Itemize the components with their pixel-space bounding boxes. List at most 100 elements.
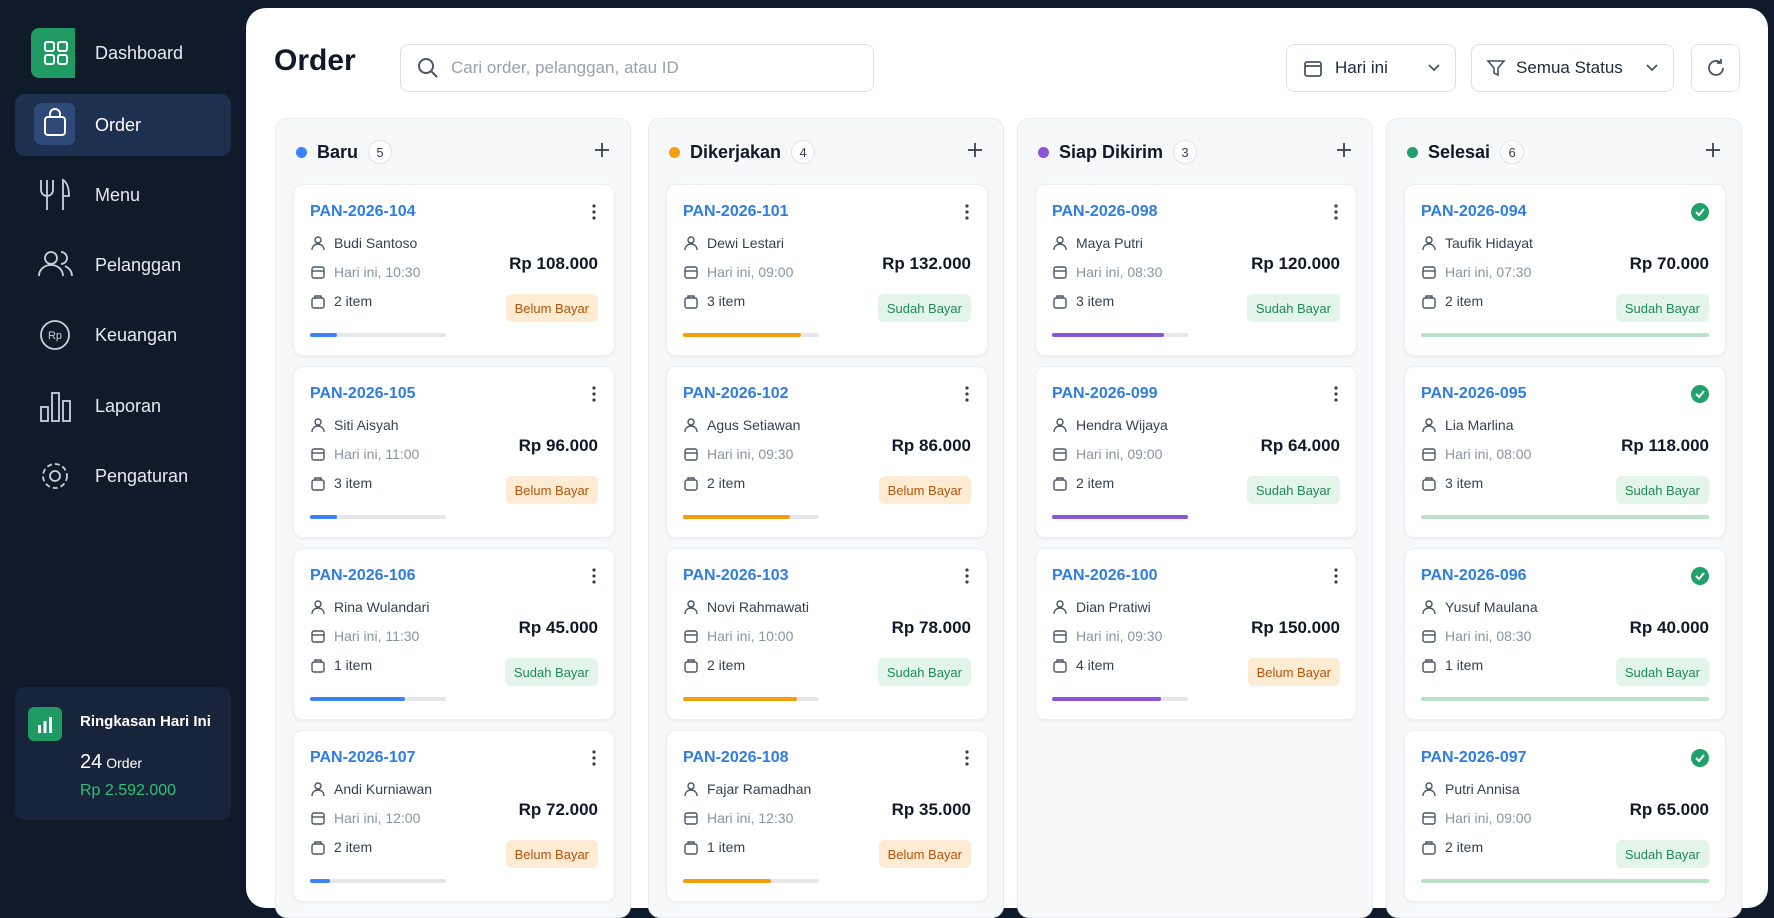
progress-bar (310, 879, 331, 883)
order-card[interactable]: PAN-2026-100 Dian Pratiwi Hari ini, 09:30 4… (1035, 548, 1357, 720)
icon (42, 463, 68, 489)
menu-item[interactable]: Order (15, 94, 231, 156)
add-button[interactable] (594, 142, 610, 163)
order-time: Hari ini, 08:30 (1421, 628, 1531, 644)
order-id: PAN-2026-100 (1052, 567, 1158, 584)
menu-item[interactable]: Menu (15, 164, 231, 226)
kebab-icon (1334, 386, 1338, 402)
order-card[interactable]: PAN-2026-098 Maya Putri Hari ini, 08:30 3 i… (1035, 184, 1357, 356)
order-card[interactable]: PAN-2026-099 Hendra Wijaya Hari ini, 09:00… (1035, 366, 1357, 538)
kebab-icon (965, 568, 969, 584)
summary-count: 24 Order (80, 751, 142, 774)
order-card[interactable]: PAN-2026-105 Siti Aisyah Hari ini, 11:00 3 … (293, 366, 615, 538)
card-menu[interactable] (963, 203, 971, 226)
order-card[interactable]: PAN-2026-103 Novi Rahmawati Hari ini, 10:0… (666, 548, 988, 720)
summary-card: Ringkasan Hari Ini 24 Order Rp 2.592.000 (15, 687, 231, 820)
order-card[interactable]: PAN-2026-096 Yusuf Maulana Hari ini, 08:30… (1404, 548, 1726, 720)
order-card[interactable]: PAN-2026-094 Taufik Hidayat Hari ini, 07:3… (1404, 184, 1726, 356)
items-icon (311, 477, 325, 491)
progress-bar (1421, 515, 1709, 519)
summary-revenue: Rp 2.592.000 (80, 782, 177, 799)
summary-title: Ringkasan Hari Ini (80, 713, 211, 730)
progress-bar (1421, 697, 1709, 701)
order-customer: Taufik Hidayat (1421, 235, 1533, 251)
progress-bar (310, 697, 406, 701)
progress-bar (683, 333, 802, 337)
plus-icon (1337, 142, 1351, 157)
order-card[interactable]: PAN-2026-108 Fajar Ramadhan Hari ini, 12:3… (666, 730, 988, 902)
card-menu[interactable] (1691, 567, 1709, 590)
order-total: Rp 70.000 (1629, 254, 1709, 273)
status-filter[interactable]: Semua Status (1471, 44, 1674, 92)
card-menu[interactable] (590, 385, 598, 408)
order-card[interactable]: PAN-2026-102 Agus Setiawan Hari ini, 09:30… (666, 366, 988, 538)
card-menu[interactable] (590, 203, 598, 226)
column-header: Dikerjakan 4 (669, 139, 983, 165)
done-icon (1691, 203, 1709, 221)
card-menu[interactable] (963, 749, 971, 772)
card-menu[interactable] (1691, 385, 1709, 408)
order-total: Rp 35.000 (891, 800, 971, 819)
order-time: Hari ini, 10:30 (310, 264, 420, 280)
card-menu[interactable] (1691, 203, 1709, 226)
order-id: PAN-2026-097 (1421, 749, 1527, 766)
progress-bar (683, 515, 791, 519)
menu-item[interactable]: Pengaturan (15, 445, 231, 507)
card-menu[interactable] (590, 567, 598, 590)
order-card[interactable]: PAN-2026-095 Lia Marlina Hari ini, 08:00 3 … (1404, 366, 1726, 538)
items-text: 2 item (1076, 475, 1115, 491)
payment-badge: Sudah Bayar (1615, 658, 1709, 686)
items-icon (684, 295, 698, 309)
time-icon (311, 266, 325, 279)
order-customer: Lia Marlina (1421, 417, 1513, 433)
kebab-icon (592, 386, 596, 402)
payment-badge: Sudah Bayar (1246, 294, 1340, 322)
refresh-button[interactable] (1691, 44, 1740, 92)
column-count: 5 (368, 140, 393, 164)
order-id: PAN-2026-098 (1052, 203, 1158, 220)
add-button[interactable] (967, 142, 983, 163)
card-menu[interactable] (1332, 567, 1340, 590)
column-count: 3 (1173, 140, 1198, 164)
card-menu[interactable] (963, 385, 971, 408)
menu-item[interactable]: Rp Keuangan (15, 304, 231, 366)
time-text: Hari ini, 08:00 (1445, 446, 1532, 462)
order-card[interactable]: PAN-2026-104 Budi Santoso Hari ini, 10:30 2… (293, 184, 615, 356)
card-menu[interactable] (963, 567, 971, 590)
card-menu[interactable] (1691, 749, 1709, 772)
order-items: 1 item (310, 657, 372, 673)
date-filter[interactable]: Hari ini (1286, 44, 1456, 92)
menu-icon (31, 170, 75, 220)
order-items: 4 item (1052, 657, 1114, 673)
status-dot (1407, 146, 1418, 158)
plus-icon (595, 142, 609, 157)
menu-item[interactable]: Pelanggan (15, 234, 231, 296)
order-id: PAN-2026-105 (310, 385, 416, 402)
order-items: 2 item (683, 475, 745, 491)
menu-item[interactable]: Dashboard (15, 22, 231, 84)
order-card[interactable]: PAN-2026-097 Putri Annisa Hari ini, 09:00 2… (1404, 730, 1726, 902)
time-icon (1053, 448, 1067, 461)
progress-bar (1052, 333, 1164, 337)
chevron (1646, 64, 1658, 72)
order-id: PAN-2026-103 (683, 567, 789, 584)
order-card[interactable]: PAN-2026-101 Dewi Lestari Hari ini, 09:00 3… (666, 184, 988, 356)
menu-item[interactable]: Laporan (15, 375, 231, 437)
order-card[interactable]: PAN-2026-106 Rina Wulandari Hari ini, 11:3… (293, 548, 615, 720)
kebab-icon (1334, 568, 1338, 584)
progress-track (1052, 515, 1188, 519)
menu-label: Dashboard (95, 42, 184, 63)
done-icon (1691, 749, 1709, 767)
add-button[interactable] (1705, 142, 1721, 163)
plus-icon (968, 142, 982, 157)
order-card[interactable]: PAN-2026-107 Andi Kurniawan Hari ini, 12:0… (293, 730, 615, 902)
add-button[interactable] (1336, 142, 1352, 163)
search-box[interactable]: Cari order, pelanggan, atau ID (400, 44, 874, 92)
card-menu[interactable] (1332, 203, 1340, 226)
items-icon (684, 477, 698, 491)
chevron (1428, 64, 1440, 72)
customer-icon (1422, 418, 1436, 433)
time-text: Hari ini, 09:30 (707, 446, 794, 462)
card-menu[interactable] (1332, 385, 1340, 408)
card-menu[interactable] (590, 749, 598, 772)
